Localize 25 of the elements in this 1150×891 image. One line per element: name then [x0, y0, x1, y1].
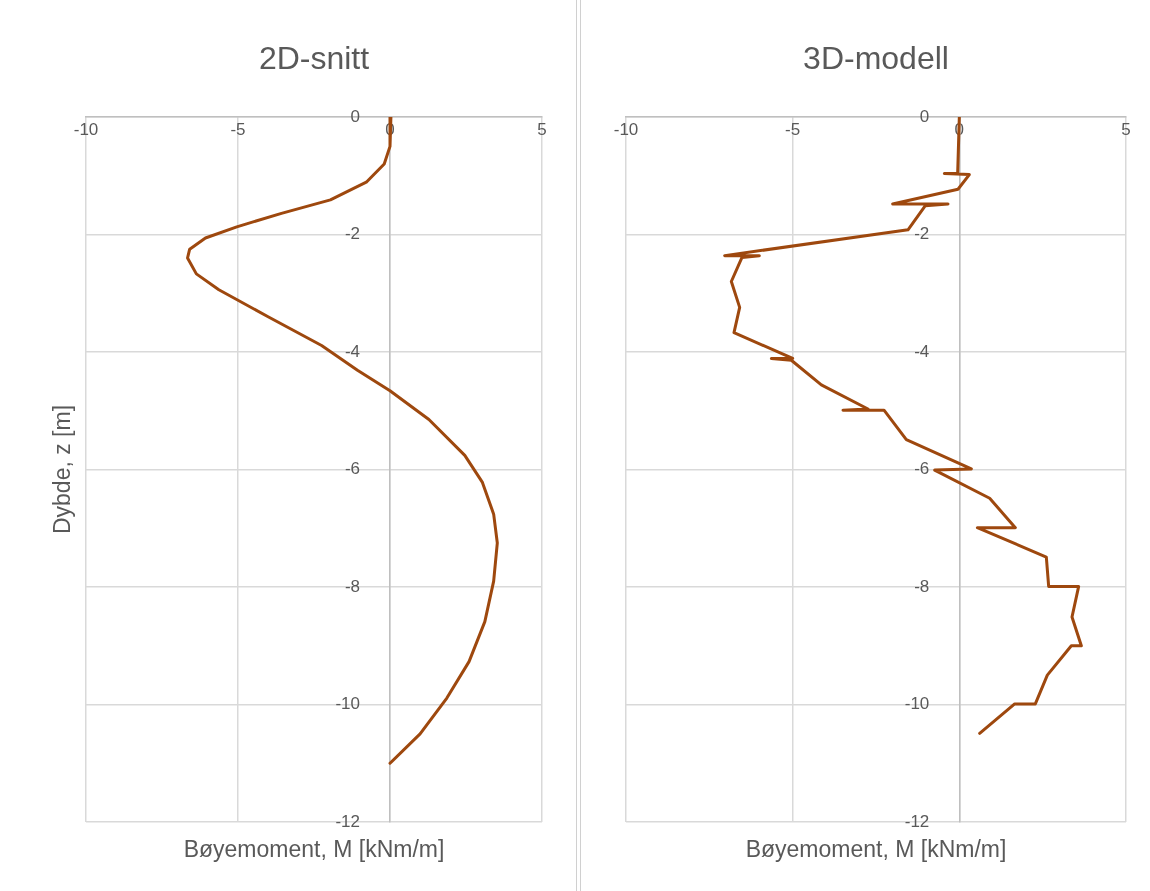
x-axis-title: Bøyemoment, M [kNm/m] [183, 836, 445, 863]
y-tick-label: -8 [344, 576, 360, 596]
y-tick-label: -2 [344, 224, 360, 244]
y-tick-label: -12 [904, 811, 930, 831]
y-tick-label: -4 [914, 341, 930, 361]
y-tick-label: -12 [335, 811, 360, 831]
y-tick-label: 0 [919, 106, 930, 126]
y-tick-label: -6 [344, 459, 360, 479]
x-tick-label: -5 [230, 119, 246, 139]
x-tick-label: -5 [785, 119, 801, 139]
chart-title: 3D-modell [803, 39, 949, 76]
y-tick-label: -2 [914, 224, 930, 244]
x-tick-label: -10 [613, 119, 639, 139]
chart-title: 2D-snitt [258, 39, 370, 76]
x-axis-title: Bøyemoment, M [kNm/m] [745, 836, 1007, 863]
y-tick-label: -10 [335, 694, 360, 714]
y-tick-label: -4 [344, 341, 360, 361]
x-tick-label: 5 [537, 119, 547, 139]
y-tick-label: -6 [914, 459, 930, 479]
y-tick-label: 0 [350, 106, 360, 126]
y-axis-title: Dybde, z [m] [49, 404, 76, 535]
x-tick-label: -10 [73, 119, 99, 139]
y-tick-label: -10 [904, 694, 930, 714]
y-tick-label: -8 [914, 576, 930, 596]
x-tick-label: 5 [1121, 119, 1131, 139]
